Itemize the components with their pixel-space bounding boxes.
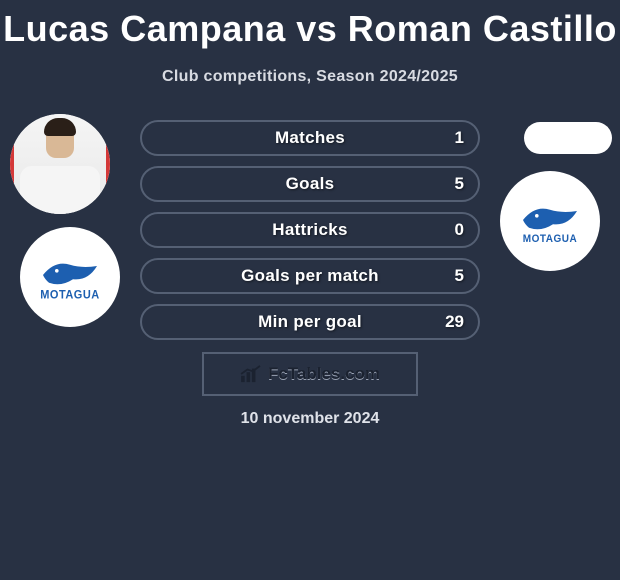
stat-value-right: 5 [455, 174, 464, 194]
date: 10 november 2024 [0, 410, 620, 428]
club-logo-text: MOTAGUA [40, 288, 100, 301]
branding-box[interactable]: FcTables.com [202, 352, 418, 396]
stat-value-right: 5 [455, 266, 464, 286]
stat-label: Min per goal [258, 312, 362, 332]
stats-container: Matches 1 Goals 5 Hattricks 0 Goals per … [140, 120, 480, 350]
page-title: Lucas Campana vs Roman Castillo [0, 0, 620, 50]
stat-label: Hattricks [272, 220, 347, 240]
stat-row-goals-per-match: Goals per match 5 [140, 258, 480, 294]
stat-row-min-per-goal: Min per goal 29 [140, 304, 480, 340]
chart-icon [240, 365, 262, 383]
eagle-icon [520, 198, 580, 236]
stat-row-matches: Matches 1 [140, 120, 480, 156]
club-logo-text: MOTAGUA [523, 233, 577, 245]
stat-label: Goals [286, 174, 335, 194]
player-left-photo [10, 114, 110, 214]
player-right-club-logo: MOTAGUA [500, 171, 600, 271]
stat-value-right: 29 [445, 312, 464, 332]
stat-row-goals: Goals 5 [140, 166, 480, 202]
player-right-photo [524, 122, 612, 154]
branding-text: FcTables.com [268, 364, 380, 384]
subtitle: Club competitions, Season 2024/2025 [0, 68, 620, 86]
stat-value-right: 0 [455, 220, 464, 240]
stat-value-right: 1 [455, 128, 464, 148]
eagle-icon [40, 253, 100, 291]
stat-row-hattricks: Hattricks 0 [140, 212, 480, 248]
stat-label: Matches [275, 128, 345, 148]
player-left-club-logo: MOTAGUA [20, 227, 120, 327]
stat-label: Goals per match [241, 266, 379, 286]
person-placeholder [10, 114, 110, 214]
